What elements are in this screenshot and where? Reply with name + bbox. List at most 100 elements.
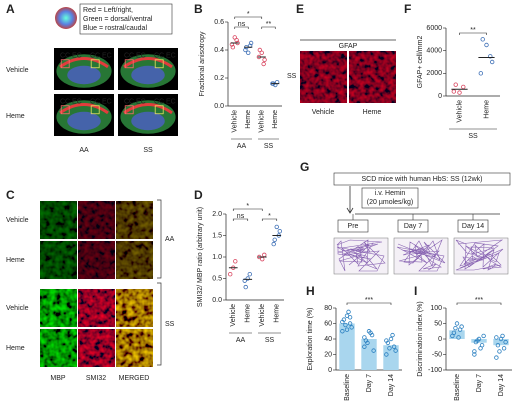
- significance-label: **: [470, 27, 476, 34]
- y-tick-label: 1.0: [212, 254, 222, 261]
- data-point: [457, 90, 462, 95]
- data-point: [368, 330, 373, 335]
- panel-label: B: [194, 2, 203, 16]
- column-label: SS: [143, 147, 153, 154]
- data-point: [489, 59, 495, 65]
- roi-box: [154, 59, 164, 69]
- y-tick-label: 50: [434, 320, 442, 327]
- region-label: EC: [102, 98, 112, 105]
- group-label: AA: [237, 143, 247, 150]
- treatment: (20 µmoles/kg): [367, 199, 413, 206]
- data-point: [456, 335, 461, 340]
- significance-bracket: [234, 26, 249, 29]
- row-label: Vehicle: [6, 217, 29, 224]
- box: [337, 219, 369, 233]
- box: [457, 219, 489, 233]
- significance-label: ***: [365, 297, 373, 304]
- x-tick-label: Vehicle: [259, 110, 266, 133]
- data-point: [362, 335, 367, 340]
- micrograph-signal: [40, 329, 77, 367]
- micrograph-signal: [78, 329, 115, 367]
- row-label: Vehicle: [6, 305, 29, 312]
- brain-tissue: [67, 111, 101, 131]
- significance-label: *: [247, 11, 250, 18]
- group-label: SS: [265, 337, 275, 344]
- data-point: [349, 325, 354, 330]
- micrograph-signal: [78, 241, 115, 279]
- x-tick-label: Day 7: [476, 374, 483, 392]
- bar: [449, 330, 465, 339]
- data-point: [365, 340, 370, 346]
- significance-bracket: [232, 218, 249, 221]
- micrograph-signal: [78, 201, 115, 239]
- data-point: [247, 272, 252, 277]
- y-tick-label: 0.0: [214, 103, 224, 110]
- data-point: [243, 47, 248, 53]
- track: [396, 239, 446, 272]
- region-label: CC: [124, 98, 134, 105]
- box: [397, 219, 429, 233]
- data-point: [484, 42, 489, 48]
- x-tick-label: Heme: [483, 100, 490, 119]
- legend-text: Red = Left/right,: [83, 7, 133, 14]
- significance-label: ns: [238, 21, 246, 28]
- data-point: [390, 332, 395, 338]
- data-point: [274, 224, 279, 230]
- legend-text: Blue = rostral/caudal: [83, 25, 147, 32]
- group-bracket: [157, 282, 162, 366]
- panel-label: C: [6, 188, 15, 202]
- region-label: EC: [72, 98, 82, 105]
- micrograph-signal: [300, 51, 347, 103]
- legend-box: [79, 3, 173, 35]
- data-point: [271, 241, 276, 247]
- corpus-callosum: [59, 57, 109, 69]
- roi-box: [124, 105, 134, 115]
- micrograph-signal: [40, 201, 77, 239]
- significance-bracket: [456, 302, 502, 305]
- y-tick-label: 0: [438, 93, 442, 100]
- significance-label: *: [268, 213, 271, 220]
- micrograph-signal: [116, 329, 153, 367]
- data-point: [497, 349, 502, 354]
- roi-box: [90, 59, 100, 69]
- region-label: CC: [60, 98, 70, 105]
- channel-label: MERGED: [119, 375, 150, 382]
- y-tick-label: 100: [430, 305, 442, 312]
- panel-label: I: [414, 284, 417, 298]
- data-point: [347, 315, 353, 320]
- design-title: SCD mice with human HbS: SS (12wk): [362, 176, 483, 183]
- data-point: [388, 336, 394, 342]
- data-point: [453, 325, 458, 331]
- y-tick-label: 80: [324, 305, 332, 312]
- data-point: [494, 335, 499, 340]
- panel-label: E: [296, 2, 304, 16]
- data-point: [340, 319, 345, 325]
- x-tick-label: Day 7: [366, 374, 373, 392]
- y-tick-label: 0: [328, 367, 332, 374]
- x-tick-label: Vehicle: [456, 100, 463, 123]
- region-label: EC: [72, 52, 82, 59]
- significance-bracket: [232, 208, 263, 211]
- x-tick-label: Day 14: [498, 374, 505, 396]
- data-point: [344, 327, 350, 332]
- x-tick-label: Heme: [245, 304, 252, 323]
- significance-label: ***: [475, 297, 483, 304]
- x-tick-label: Baseline: [454, 374, 461, 401]
- y-tick-label: 60: [324, 320, 332, 327]
- y-axis-label: Fractional anisotropy: [199, 31, 206, 96]
- data-point: [233, 259, 238, 264]
- bar: [493, 339, 509, 346]
- x-tick-label: Heme: [274, 304, 281, 323]
- data-point: [495, 343, 501, 348]
- x-tick-label: Vehicle: [232, 110, 239, 133]
- data-point: [480, 37, 485, 42]
- y-axis-label: Exploration time (%): [307, 307, 314, 370]
- micrograph-signal: [40, 241, 77, 279]
- x-tick-label: Vehicle: [259, 304, 266, 327]
- group-label: AA: [165, 236, 175, 243]
- micrograph-signal: [116, 241, 153, 279]
- data-point: [343, 322, 348, 328]
- row-label: Heme: [6, 113, 25, 120]
- y-tick-label: 0.4: [214, 47, 224, 54]
